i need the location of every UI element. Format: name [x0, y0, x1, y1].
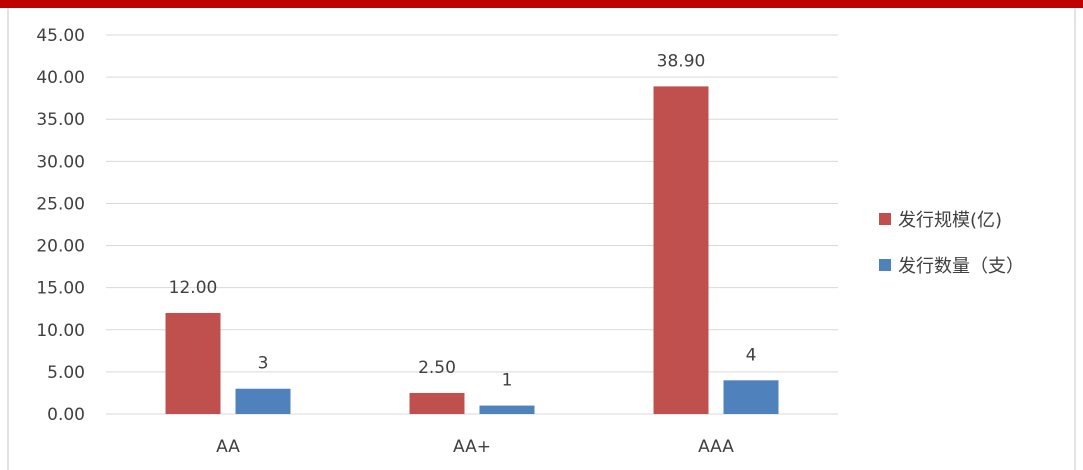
top-accent-bar [0, 0, 1083, 8]
x-tick-label: AA [216, 437, 240, 457]
left-border [7, 8, 9, 470]
data-label: 12.00 [169, 278, 218, 298]
data-labels: 12.00 3 2.50 1 38.90 4 [169, 51, 757, 390]
data-label: 4 [746, 345, 757, 365]
gridlines [106, 34, 838, 415]
x-tick-label: AAA [698, 437, 734, 457]
data-label: 2.50 [418, 358, 456, 378]
legend: 发行规模(亿) 发行数量（支） [879, 210, 1024, 277]
legend-swatch [879, 213, 891, 225]
bar [165, 312, 221, 414]
y-tick-label: 35.00 [36, 110, 85, 130]
y-tick-label: 20.00 [36, 237, 85, 257]
data-label: 3 [258, 354, 269, 374]
x-tick-label: AA+ [453, 437, 491, 457]
y-tick-label: 0.00 [47, 405, 85, 425]
y-tick-label: 10.00 [36, 321, 85, 341]
data-label: 1 [502, 371, 513, 391]
y-axis-ticks: 0.00 5.00 10.00 15.00 20.00 25.00 30.00 35.00 40… [36, 26, 85, 425]
x-axis-ticks: AA AA+ AAA [216, 437, 734, 457]
bar [409, 392, 465, 414]
bar [653, 86, 709, 415]
bar [235, 388, 291, 414]
legend-swatch [879, 259, 891, 271]
bar [479, 405, 535, 414]
bar [723, 380, 779, 414]
legend-label: 发行规模(亿) [898, 210, 1002, 231]
legend-label: 发行数量（支） [898, 256, 1024, 277]
y-tick-label: 15.00 [36, 279, 85, 299]
y-tick-label: 45.00 [36, 26, 85, 46]
y-tick-label: 5.00 [47, 363, 85, 383]
y-tick-label: 30.00 [36, 152, 85, 172]
data-label: 38.90 [657, 51, 706, 71]
right-border [1074, 8, 1076, 470]
y-tick-label: 40.00 [36, 68, 85, 88]
bars [165, 86, 779, 415]
y-tick-label: 25.00 [36, 194, 85, 214]
